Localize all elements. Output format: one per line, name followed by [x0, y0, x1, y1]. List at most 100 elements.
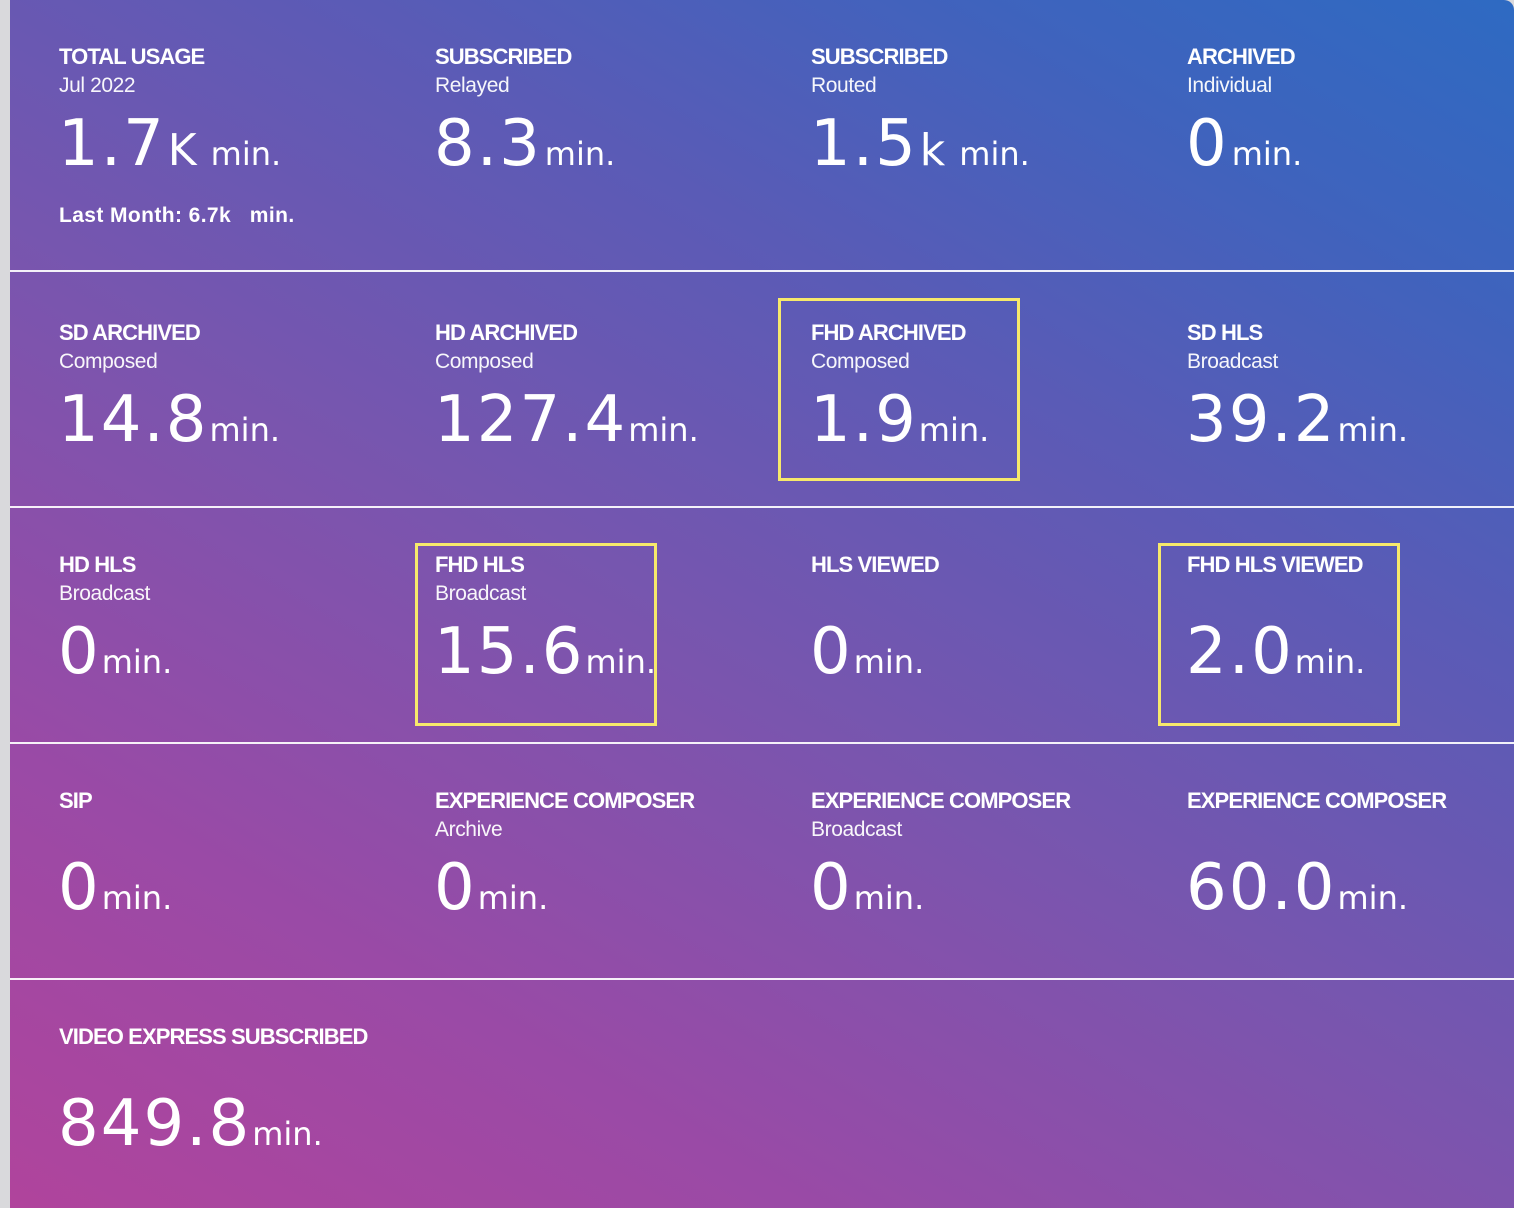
stat-sd-hls-broadcast: SD HLS Broadcast 39.2min. [1138, 272, 1514, 506]
stat-experience-composer-archive: EXPERIENCE COMPOSER Archive 0min. [386, 744, 762, 978]
stat-unit: min. [252, 1115, 323, 1153]
stat-unit: min. [1337, 411, 1409, 449]
stat-unit: min. [585, 643, 657, 681]
stat-hd-hls-broadcast: HD HLS Broadcast 0min. [10, 508, 386, 742]
stat-number: 1.9 [810, 383, 918, 457]
stat-value: 0min. [810, 856, 924, 920]
stat-label: ARCHIVED [1187, 44, 1296, 69]
stat-number: 1.7 [58, 107, 166, 181]
stat-unit: min. [1294, 643, 1366, 681]
stat-sublabel: Relayed [435, 74, 510, 97]
stat-label: EXPERIENCE COMPOSER [1187, 788, 1447, 813]
stat-value: 0min. [434, 856, 548, 920]
stat-sublabel: Jul 2022 [59, 74, 136, 97]
stat-number: 849.8 [58, 1087, 252, 1161]
stat-label: HD HLS [59, 552, 136, 577]
stat-label: VIDEO EXPRESS SUBSCRIBED [59, 1024, 368, 1049]
stat-label: FHD HLS VIEWED [1187, 552, 1364, 577]
stat-value: 849.8min. [58, 1092, 323, 1156]
stat-fhd-hls-viewed: FHD HLS VIEWED 2.0min. [1138, 508, 1514, 742]
stat-sublabel: Broadcast [435, 582, 526, 605]
stat-sublabel: Broadcast [59, 582, 150, 605]
stat-hls-viewed: HLS VIEWED 0min. [762, 508, 1138, 742]
stat-unit: min. [210, 135, 282, 173]
stat-number: 0 [810, 851, 853, 925]
stat-value: 15.6min. [434, 620, 656, 684]
stat-unit: min. [477, 879, 549, 917]
stat-value: 1.5k min. [810, 112, 1030, 176]
stat-number: 15.6 [434, 615, 585, 689]
stat-number: 127.4 [434, 383, 628, 457]
stat-hd-archived-composed: HD ARCHIVED Composed 127.4min. [386, 272, 762, 506]
usage-row-5: VIDEO EXPRESS SUBSCRIBED 849.8min. [10, 980, 1514, 1208]
stat-value: 39.2min. [1186, 388, 1408, 452]
stat-sublabel: Composed [59, 350, 158, 373]
stat-magnitude: k [919, 125, 946, 176]
stat-unit: min. [101, 879, 173, 917]
stat-number: 0 [58, 851, 101, 925]
stat-magnitude: K [167, 125, 197, 176]
stat-subscribed-relayed: SUBSCRIBED Relayed 8.3min. [386, 0, 762, 270]
stat-value: 2.0min. [1186, 620, 1365, 684]
stat-unit: min. [853, 643, 925, 681]
stat-label: SD HLS [1187, 320, 1263, 345]
stat-value: 1.7K min. [58, 112, 281, 176]
stat-label: HLS VIEWED [811, 552, 940, 577]
stat-value: 0min. [1186, 112, 1302, 176]
stat-video-express-subscribed: VIDEO EXPRESS SUBSCRIBED 849.8min. [10, 980, 610, 1208]
stat-label: SUBSCRIBED [811, 44, 948, 69]
stat-sublabel: Archive [435, 818, 503, 841]
usage-row-1: TOTAL USAGE Jul 2022 1.7K min. Last Month… [10, 0, 1514, 272]
stat-value: 0min. [810, 620, 924, 684]
stat-value: 127.4min. [434, 388, 699, 452]
stat-value: 1.9min. [810, 388, 989, 452]
stat-sublabel: Individual [1187, 74, 1272, 97]
stat-unit: min. [1337, 879, 1409, 917]
stat-fhd-hls-broadcast: FHD HLS Broadcast 15.6min. [386, 508, 762, 742]
stat-label: FHD ARCHIVED [811, 320, 967, 345]
stat-total-usage: TOTAL USAGE Jul 2022 1.7K min. Last Month… [10, 0, 386, 270]
stat-sublabel: Broadcast [1187, 350, 1278, 373]
stat-experience-composer-broadcast: EXPERIENCE COMPOSER Broadcast 0min. [762, 744, 1138, 978]
stat-label: HD ARCHIVED [435, 320, 578, 345]
stat-unit: min. [918, 411, 990, 449]
stat-sublabel: Broadcast [811, 818, 902, 841]
stat-archived-individual: ARCHIVED Individual 0min. [1138, 0, 1514, 270]
usage-row-3: HD HLS Broadcast 0min. FHD HLS Broadcast… [10, 508, 1514, 744]
stat-number: 0 [1186, 107, 1229, 181]
stat-value: 14.8min. [58, 388, 280, 452]
stat-sublabel: Routed [811, 74, 877, 97]
usage-row-4: SIP 0min. EXPERIENCE COMPOSER Archive 0m… [10, 744, 1514, 980]
stat-label: EXPERIENCE COMPOSER [435, 788, 695, 813]
stat-label: SIP [59, 788, 93, 813]
stat-sublabel: Composed [811, 350, 910, 373]
stat-sd-archived-composed: SD ARCHIVED Composed 14.8min. [10, 272, 386, 506]
stat-value: 0min. [58, 856, 172, 920]
stat-number: 2.0 [1186, 615, 1294, 689]
stat-label: SUBSCRIBED [435, 44, 572, 69]
stat-number: 39.2 [1186, 383, 1337, 457]
stat-unit: min. [101, 643, 173, 681]
stat-value: 8.3min. [434, 112, 615, 176]
stat-label: SD ARCHIVED [59, 320, 201, 345]
last-month-usage: Last Month: 6.7k min. [59, 204, 295, 227]
stat-experience-composer: EXPERIENCE COMPOSER 60.0min. [1138, 744, 1514, 978]
stat-number: 1.5 [810, 107, 918, 181]
stat-number: 14.8 [58, 383, 209, 457]
stat-number: 0 [58, 615, 101, 689]
stat-number: 0 [434, 851, 477, 925]
stat-subscribed-routed: SUBSCRIBED Routed 1.5k min. [762, 0, 1138, 270]
stat-sip: SIP 0min. [10, 744, 386, 978]
stat-fhd-archived-composed: FHD ARCHIVED Composed 1.9min. [762, 272, 1138, 506]
stat-unit: min. [209, 411, 281, 449]
stat-number: 60.0 [1186, 851, 1337, 925]
stat-unit: min. [628, 411, 699, 449]
stat-unit: min. [853, 879, 925, 917]
stat-label: TOTAL USAGE [59, 44, 205, 69]
usage-panel: TOTAL USAGE Jul 2022 1.7K min. Last Month… [10, 0, 1514, 1208]
stat-number: 8.3 [434, 107, 542, 181]
stat-label: EXPERIENCE COMPOSER [811, 788, 1071, 813]
stat-value: 60.0min. [1186, 856, 1408, 920]
stat-number: 0 [810, 615, 853, 689]
stat-label: FHD HLS [435, 552, 525, 577]
